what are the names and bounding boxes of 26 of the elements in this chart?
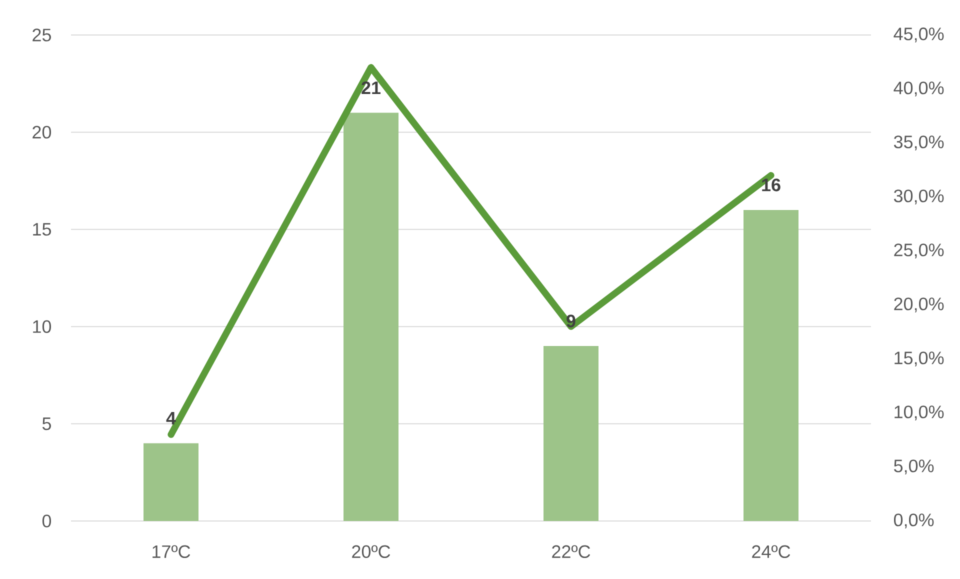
y2-tick-label: 15,0% [894,352,944,366]
y2-tick-label: 0,0% [894,514,934,528]
y2-tick-label: 35,0% [894,136,944,150]
x-tick-label: 20ºC [352,545,390,558]
y2-tick-label: 30,0% [894,190,944,204]
x-tick-label: 17ºC [152,545,190,558]
y-tick-label: 20 [32,126,52,139]
y2-tick-label: 20,0% [894,298,944,312]
y-tick-label: 15 [33,223,51,236]
x-tick-label: 24ºC [752,545,790,558]
x-tick-label: 22ºC [552,545,590,558]
y-tick-label: 0 [42,514,52,528]
bar [544,346,599,521]
bar [144,443,199,521]
y2-tick-label: 40,0% [894,82,944,96]
y-tick-label: 25 [32,28,51,42]
data-label: 16 [762,178,780,192]
y2-tick-label: 25,0% [894,244,944,258]
y2-tick-label: 10,0% [894,406,944,420]
y2-tick-label: 5,0% [894,460,934,474]
y-tick-label: 10 [33,320,52,333]
y-tick-label: 5 [42,418,51,430]
data-label: 4 [166,412,176,424]
y2-tick-label: 45,0% [894,28,944,42]
bar [744,210,799,521]
bar [344,112,399,521]
